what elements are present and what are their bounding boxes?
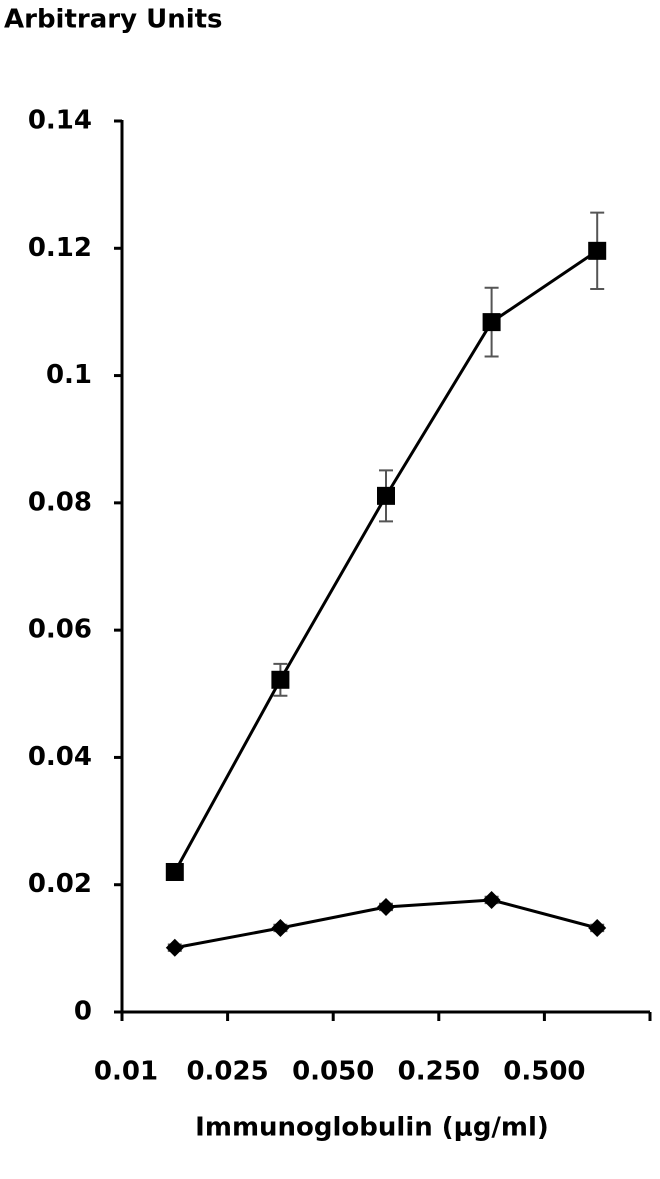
y-tick-label: 0.1 (46, 360, 92, 390)
marker (588, 241, 607, 260)
x-tick-label: 0.025 (186, 1057, 268, 1087)
x-tick-label: 0.050 (292, 1057, 374, 1087)
y-tick-label: 0 (74, 997, 92, 1027)
marker (482, 313, 501, 332)
y-tick-label: 0.04 (28, 742, 92, 772)
x-tick-label: 0.500 (503, 1057, 585, 1087)
y-tick-label: 0.08 (28, 487, 92, 517)
marker (588, 918, 607, 937)
y-tick-label: 0.02 (28, 869, 92, 899)
x-tick-label: 0.250 (398, 1057, 480, 1087)
marker (165, 862, 184, 881)
marker (271, 670, 290, 689)
marker (482, 890, 501, 909)
chart-title: Arbitrary Units (4, 5, 223, 35)
y-tick-label: 0.14 (28, 106, 92, 136)
y-tick-label: 0.12 (28, 233, 92, 263)
y-tick-label: 0.06 (28, 615, 92, 645)
marker (377, 486, 395, 505)
line (173, 249, 599, 873)
marker (165, 938, 184, 957)
x-tick-label: 0.01 (94, 1057, 158, 1087)
x-axis-title: Immunoglobulin (μg/ml) (195, 1113, 549, 1143)
marker (271, 918, 290, 937)
marker (377, 897, 395, 916)
